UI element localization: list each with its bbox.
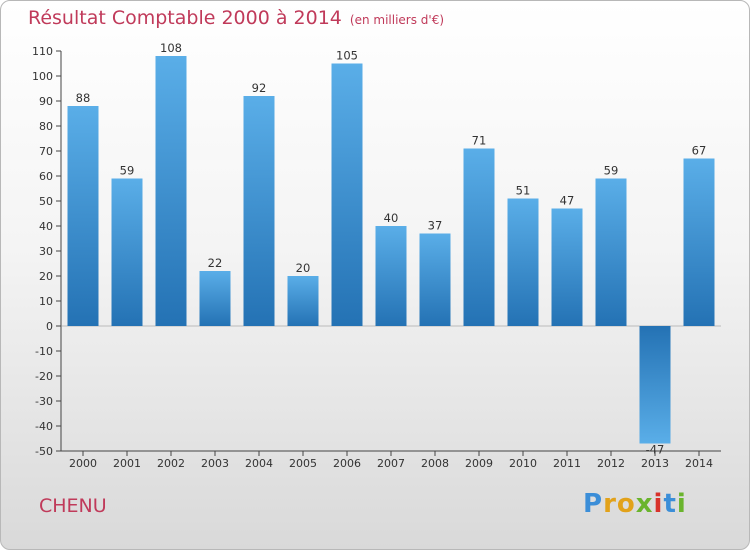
y-tick-label: 70 bbox=[39, 145, 53, 158]
value-label-2008: 37 bbox=[428, 219, 443, 233]
value-label-2002: 108 bbox=[160, 41, 182, 55]
bar-2010 bbox=[507, 198, 539, 326]
value-label-2001: 59 bbox=[120, 164, 135, 178]
x-tick-label: 2000 bbox=[69, 457, 97, 470]
value-label-2000: 88 bbox=[76, 91, 91, 105]
chart-subtitle: (en milliers d'€) bbox=[349, 13, 445, 27]
value-label-2006: 105 bbox=[336, 49, 358, 63]
chart-axes: 1101009080706050403020100-10-20-30-40-50… bbox=[32, 45, 721, 470]
bar-2013 bbox=[639, 326, 671, 444]
bar-2003 bbox=[199, 271, 231, 326]
logo-letter: i bbox=[653, 489, 664, 519]
y-tick-label: 110 bbox=[32, 45, 53, 58]
x-tick-label: 2008 bbox=[421, 457, 449, 470]
y-tick-label: 0 bbox=[46, 320, 53, 333]
bar-2000 bbox=[67, 106, 99, 326]
x-tick-label: 2009 bbox=[465, 457, 493, 470]
y-tick-label: 60 bbox=[39, 170, 53, 183]
y-tick-label: -20 bbox=[35, 370, 53, 383]
y-tick-label: -10 bbox=[35, 345, 53, 358]
y-tick-label: -40 bbox=[35, 420, 53, 433]
chart-bars bbox=[67, 56, 715, 444]
y-tick-label: 50 bbox=[39, 195, 53, 208]
value-label-2004: 92 bbox=[252, 81, 267, 95]
x-tick-label: 2004 bbox=[245, 457, 273, 470]
bar-2001 bbox=[111, 178, 143, 326]
y-tick-label: 100 bbox=[32, 70, 53, 83]
proxiti-logo: Proxiti bbox=[583, 489, 687, 519]
x-tick-label: 2010 bbox=[509, 457, 537, 470]
value-label-2012: 59 bbox=[604, 164, 619, 178]
x-tick-label: 2003 bbox=[201, 457, 229, 470]
value-label-2009: 71 bbox=[472, 134, 487, 148]
bar-2004 bbox=[243, 96, 275, 326]
value-label-2007: 40 bbox=[384, 211, 399, 225]
bar-2002 bbox=[155, 56, 187, 326]
logo-letter: i bbox=[676, 489, 687, 519]
value-label-2014: 67 bbox=[692, 144, 707, 158]
bar-2012 bbox=[595, 178, 627, 326]
y-tick-label: 40 bbox=[39, 220, 53, 233]
x-tick-label: 2006 bbox=[333, 457, 361, 470]
logo-letter: r bbox=[603, 489, 617, 519]
bar-2008 bbox=[419, 233, 451, 326]
x-tick-label: 2013 bbox=[641, 457, 669, 470]
value-label-2013: -47 bbox=[646, 443, 665, 457]
y-tick-label: 30 bbox=[39, 245, 53, 258]
value-label-2003: 22 bbox=[208, 256, 223, 270]
y-tick-label: -30 bbox=[35, 395, 53, 408]
place-name: CHENU bbox=[39, 495, 107, 517]
value-label-2005: 20 bbox=[296, 261, 311, 275]
bar-2011 bbox=[551, 208, 583, 326]
x-tick-label: 2005 bbox=[289, 457, 317, 470]
y-tick-label: 80 bbox=[39, 120, 53, 133]
bar-2007 bbox=[375, 226, 407, 326]
logo-letter: P bbox=[583, 489, 604, 519]
y-tick-label: 10 bbox=[39, 295, 53, 308]
x-tick-label: 2001 bbox=[113, 457, 141, 470]
logo-letter: t bbox=[663, 489, 677, 519]
chart-title-text: Résultat Comptable 2000 à 2014 bbox=[28, 7, 342, 29]
bar-2006 bbox=[331, 63, 363, 326]
logo-letter: x bbox=[635, 489, 654, 519]
y-tick-label: -50 bbox=[35, 445, 53, 458]
x-tick-label: 2014 bbox=[685, 457, 713, 470]
x-tick-label: 2007 bbox=[377, 457, 405, 470]
x-tick-label: 2002 bbox=[157, 457, 185, 470]
bar-2005 bbox=[287, 276, 319, 326]
bar-2009 bbox=[463, 148, 495, 326]
value-label-2011: 47 bbox=[560, 194, 575, 208]
bar-2014 bbox=[683, 158, 715, 326]
chart-title: Résultat Comptable 2000 à 2014 (en millie… bbox=[28, 7, 444, 29]
value-label-2010: 51 bbox=[516, 184, 531, 198]
y-tick-label: 20 bbox=[39, 270, 53, 283]
y-tick-label: 90 bbox=[39, 95, 53, 108]
chart-value-labels: 88 59 108 22 92 20 105 40 37 71 51 47 59 -47 67 bbox=[76, 41, 707, 457]
x-tick-label: 2011 bbox=[553, 457, 581, 470]
x-tick-label: 2012 bbox=[597, 457, 625, 470]
logo-letter: o bbox=[616, 489, 636, 519]
